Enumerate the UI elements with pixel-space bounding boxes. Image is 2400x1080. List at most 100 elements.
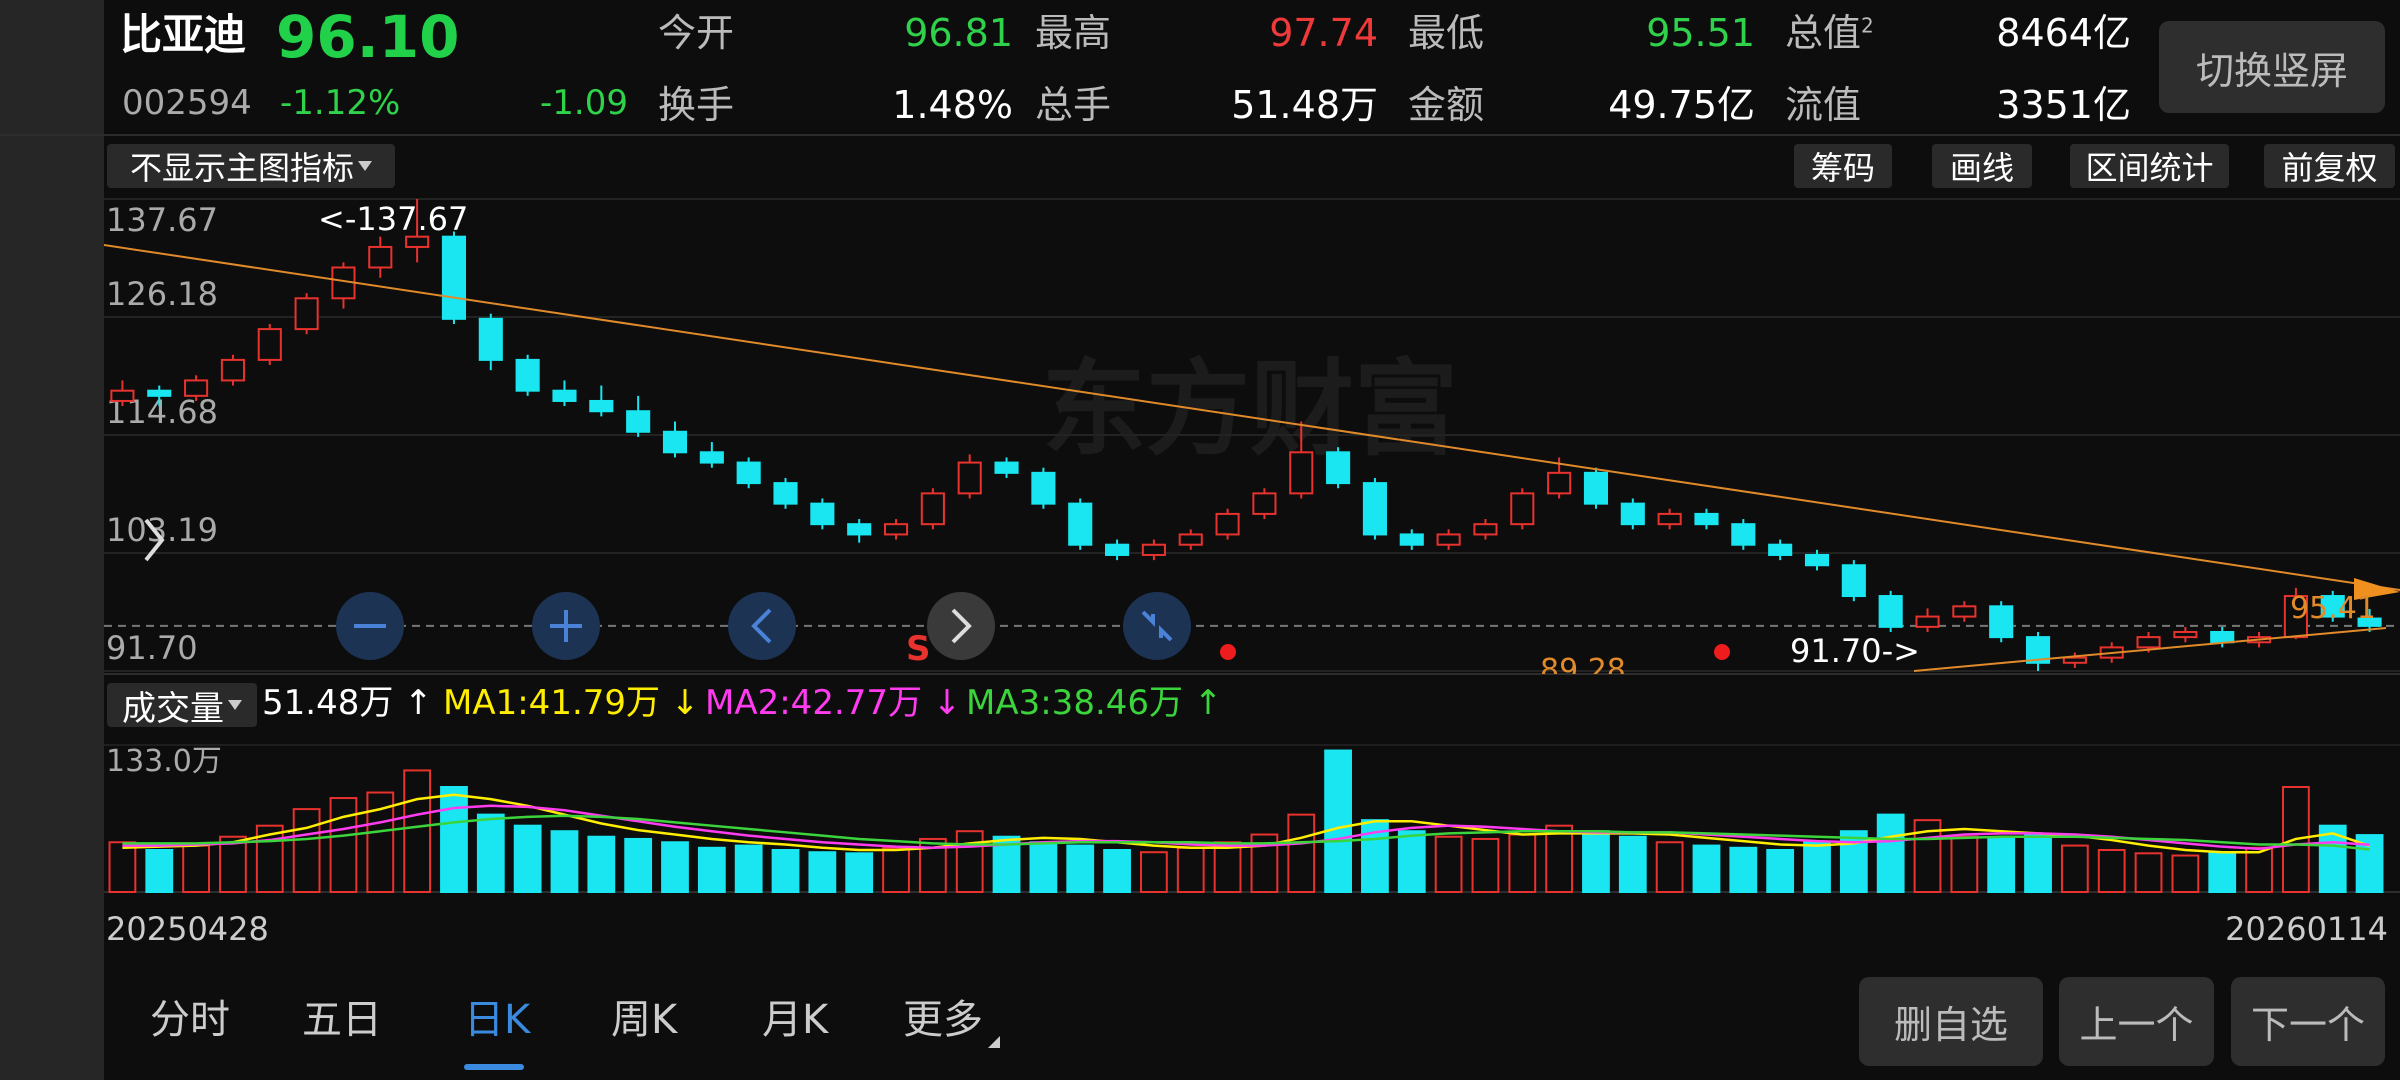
volume-bar [1729,846,1758,894]
high-label: <-137.67 [318,200,468,238]
candle-body [2357,617,2382,627]
volume-bar [1508,833,1537,893]
scroll-right-button[interactable] [927,592,995,660]
period-tab[interactable]: 周K [611,997,678,1043]
candle-body [920,492,945,526]
candle-body [1510,492,1535,526]
y-tick-label: 103.19 [106,511,218,549]
legend-entry: MA3:38.46万 ↑ [966,683,1223,723]
footer-button[interactable]: 上一个 [2059,977,2214,1066]
candle-body [1768,543,1793,556]
stat-label: 最低 [1408,11,1485,55]
candle-body [2320,595,2345,618]
orientation-button[interactable]: 切换竖屏 [2159,21,2385,113]
watermark: 东方财富 [1042,348,1458,470]
signal-dot [1220,644,1236,660]
volume-select-text: 成交量 [122,688,224,729]
volume-bar [2171,854,2200,893]
volume-bar [550,830,579,893]
scroll-left-button[interactable] [728,592,796,660]
expand-arrow[interactable] [144,518,165,562]
volume-bar [1324,749,1352,893]
stat-label: 总手 [1035,83,1112,127]
candle-body [552,389,577,402]
candle-body [405,235,430,248]
period-tab[interactable]: 分时 [150,997,230,1043]
volume-bar [1103,849,1131,893]
zoom-in-button[interactable] [532,592,600,660]
volume-bar [403,769,432,894]
volume-bar [1692,844,1721,893]
toolbar-button[interactable]: 筹码 [1794,144,1892,188]
volume-bar [513,824,542,893]
candle-body [2025,636,2051,664]
legend-entry: MA2:42.77万 ↓ [705,683,962,723]
indicator-select[interactable]: 不显示主图指标 [107,144,395,188]
volume-bar [2245,846,2273,894]
candle-body [2136,636,2161,649]
stat-label: 金额 [1408,83,1485,127]
volume-bar [182,844,210,893]
active-tab-underline [464,1064,524,1070]
candle-body [1989,605,2014,639]
candle-body [1436,533,1461,546]
candle-body [1657,512,1682,526]
volume-bar [1066,844,1095,893]
y-tick-label: 137.67 [106,201,218,239]
volume-bar [1397,830,1426,893]
candle-body [626,410,651,433]
volume-bar [292,808,321,894]
stat-label: 换手 [658,83,735,127]
candle-body [1473,523,1498,536]
candle-body [994,461,1019,474]
candle-body [847,523,872,536]
period-tab[interactable]: 更多 [903,997,983,1043]
volume-bar [845,852,874,894]
legend-entry: MA1:41.79万 ↓ [443,683,700,723]
candle-body [478,317,503,361]
volume-bar [697,846,726,894]
signal-mark: S [906,629,931,669]
candle-body [957,461,982,495]
toolbar-button[interactable]: 画线 [1932,144,2032,188]
volume-bar [2024,833,2052,893]
candle-body [1031,471,1056,505]
volume-bar [1545,824,1574,893]
candle-body [883,523,909,536]
volume-bar [1618,835,1647,893]
volume-bar [1876,813,1905,894]
toolbar-button[interactable]: 前复权 [2264,144,2395,188]
stat-value: 1.48% [892,83,1013,127]
footer-button[interactable]: 删自选 [1859,977,2043,1066]
period-tab[interactable]: 五日 [302,997,382,1043]
reset-zoom-button[interactable] [1123,592,1191,660]
volume-bar [624,837,653,894]
stat-value: 3351亿 [1996,83,2131,127]
trend-arrow [2354,578,2400,600]
ma-line [122,814,2370,851]
candle-body [110,389,135,402]
volume-select[interactable]: 成交量 [107,683,257,729]
toolbar-button[interactable]: 区间统计 [2070,144,2229,188]
volume-bar [1655,841,1684,894]
volume-bar [1213,841,1242,894]
volume-bar [882,846,910,894]
volume-bar [771,849,800,893]
stat-value: 51.48万 [1231,83,1378,127]
period-tab[interactable]: 月K [762,997,829,1043]
volume-bar [219,835,247,893]
volume-bar [476,813,505,894]
zoom-out-button[interactable] [336,592,404,660]
signal-dot [1714,644,1730,660]
candle-body [1399,533,1424,546]
footer-button[interactable]: 下一个 [2231,977,2385,1066]
candle-body [294,297,319,331]
period-tab[interactable]: 日K [464,997,531,1043]
legend-entry: 51.48万 ↑ [262,683,433,723]
candle-body [1141,543,1166,556]
volume-bar [440,786,468,893]
volume-bar [1803,841,1831,894]
stat-value: 97.74 [1269,11,1378,55]
volume-bar [1950,835,1979,893]
